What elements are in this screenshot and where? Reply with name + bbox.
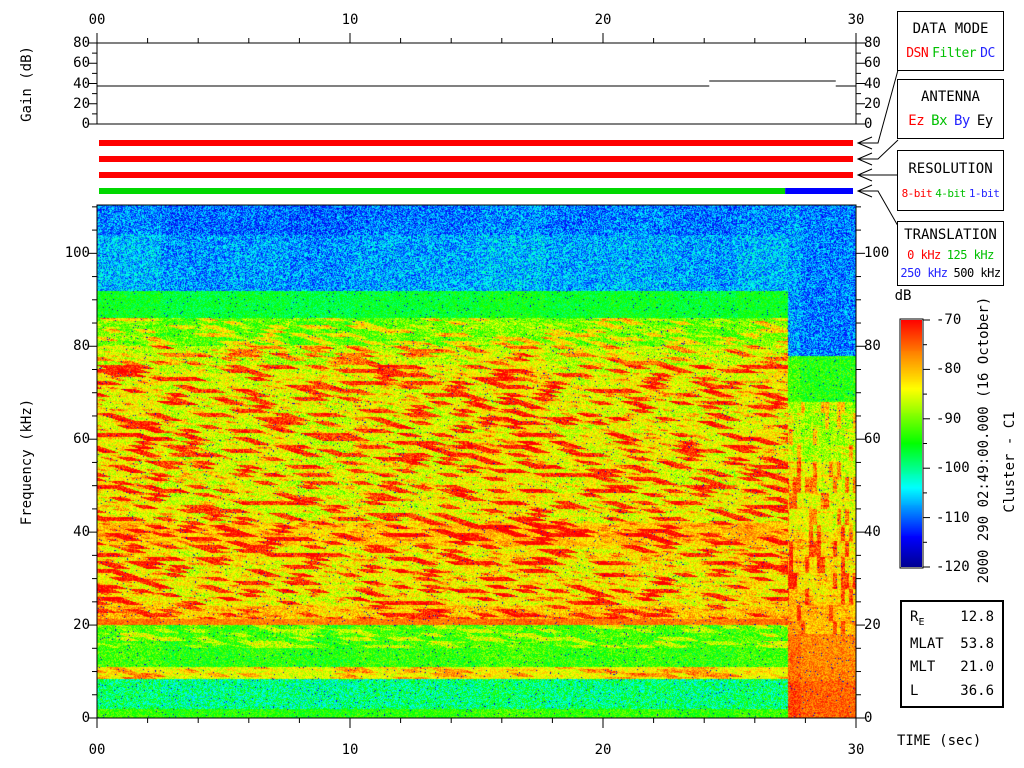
ephemeris-value: 12.8 [960,609,994,626]
gain-x-tick-label: 00 [88,12,106,28]
gain-y-tick-label: 40 [73,75,90,92]
gain-y-tick-label: 40 [864,75,881,92]
translation-bar [99,188,786,194]
legend-title-translation: TRANSLATION [904,226,997,243]
legend-item-ez: Ez [908,113,925,130]
gain-y-tick-label: 80 [864,35,881,51]
ephemeris-row: RE 12.8 [910,609,994,628]
spec-y-tick-label: 80 [73,338,90,355]
legend-title-resolution: RESOLUTION [908,161,993,177]
translation-bar [785,188,853,194]
legend-title-data-mode: DATA MODE [912,21,989,37]
legend-box-resolution: RESOLUTION 8-bit 4-bit 1-bit [897,150,1004,211]
legend-item-4-bit: 4-bit [935,187,966,200]
ephemeris-row: MLAT 53.8 [910,636,994,652]
legend-connector-line [858,139,899,160]
spec-y-tick-label: 100 [864,245,890,262]
gain-y-tick-label: 20 [864,95,881,112]
gain-x-tick-label: 30 [847,12,865,28]
gain-y-tick-label: 60 [864,55,881,72]
time-axis-title: TIME (sec) [897,733,982,749]
legend-item-500-khz: 500 kHz [953,266,1002,281]
spec-y-tick-label: 20 [73,617,90,634]
ephemeris-row: MLT 21.0 [910,659,994,675]
antenna-bar [99,156,853,162]
spec-y-tick-label: 0 [864,710,873,726]
ephemeris-row: L 36.6 [910,683,994,699]
spec-y-tick-label: 60 [864,431,881,448]
legend-row: 8-bit 4-bit 1-bit [902,187,1000,200]
colorbar-tick-label: -120 [936,559,970,575]
resolution-bar [99,172,853,178]
spec-y-tick-label: 60 [73,431,90,448]
ephemeris-box: RE 12.8 MLAT 53.8 MLT 21.0 L 36.6 [900,600,1004,708]
ephemeris-label: MLAT [910,635,944,652]
legend-row: 0 kHz 125 kHz [907,248,994,262]
gain-y-tick-label: 20 [73,95,90,112]
ephemeris-label: RE [910,609,925,629]
legend-item-0-khz: 0 kHz [907,247,941,262]
colorbar-tick-label: -90 [936,410,962,427]
spec-y-tick-label: 100 [64,245,90,262]
legend-item-filter: Filter [932,46,977,61]
legend-connector-line [858,190,899,227]
legend-item-8-bit: 8-bit [901,187,933,200]
spec-x-tick-label: 10 [341,742,359,758]
spec-y-tick-label: 20 [864,617,881,634]
spacecraft-label: Cluster - C1 [1002,411,1018,513]
gain-axis-title: Gain (dB) [19,46,35,122]
spec-x-tick-label: 30 [847,742,865,758]
gain-x-tick-label: 20 [594,12,612,28]
connector-arrow-icon [856,168,873,182]
legend-item-ey: Ey [976,113,993,130]
legend-item-bx: Bx [931,113,947,130]
legend-item-by: By [954,113,970,130]
legend-row: 250 kHz 500 kHz [900,266,1002,281]
legend-row: DSN Filter DC [906,46,995,61]
ephemeris-value: 36.6 [960,682,994,699]
timestamp-label: 2000 290 02:49:00.000 (16 October) [976,296,992,584]
ephemeris-label: MLT [910,659,936,676]
spec-y-tick-label: 40 [73,524,90,541]
legend-item-1-bit: 1-bit [968,187,1000,200]
gain-y-tick-label: 80 [73,35,90,51]
legend-row: Ez Bx By Ey [908,113,993,130]
legend-box-data-mode: DATA MODE DSN Filter DC [897,11,1004,71]
connector-arrow-icon [856,184,873,198]
legend-item-dsn: DSN [906,46,929,61]
spec-y-tick-label: 40 [864,524,881,541]
colorbar-gradient [901,320,922,567]
connector-arrow-icon [856,136,873,150]
legend-item-dc: DC [980,46,995,61]
legend-item-125-khz: 125 kHz [946,247,995,262]
spec-x-tick-label: 00 [88,742,106,758]
gain-plot-frame [96,42,857,125]
colorbar-tick-label: -80 [936,361,962,378]
connector-arrow-icon [856,152,873,166]
spectrogram-image [97,205,856,718]
legend-item-250-khz: 250 kHz [900,266,948,281]
colorbar-units-label: dB [894,288,912,304]
legend-box-translation: TRANSLATION 0 kHz 125 kHz 250 kHz 500 kHz [897,221,1004,286]
ephemeris-value: 21.0 [960,659,994,676]
gain-x-tick-label: 10 [341,12,359,28]
legend-title-antenna: ANTENNA [920,88,980,105]
spec-x-tick-label: 20 [594,742,612,758]
legend-box-antenna: ANTENNA Ez Bx By Ey [897,79,1004,139]
ephemeris-value: 53.8 [960,635,994,652]
colorbar-tick-label: -100 [936,460,970,477]
colorbar-tick-label: -70 [936,312,962,328]
gain-y-tick-label: 0 [81,116,90,132]
spec-y-tick-label: 0 [81,710,90,726]
frequency-axis-title: Frequency (kHz) [19,398,35,526]
gain-y-tick-label: 60 [73,55,90,72]
data-mode-bar [99,140,853,146]
ephemeris-label: L [910,682,919,699]
gain-y-tick-label: 0 [864,116,873,132]
spec-y-tick-label: 80 [864,338,881,355]
colorbar-tick-label: -110 [936,509,970,526]
